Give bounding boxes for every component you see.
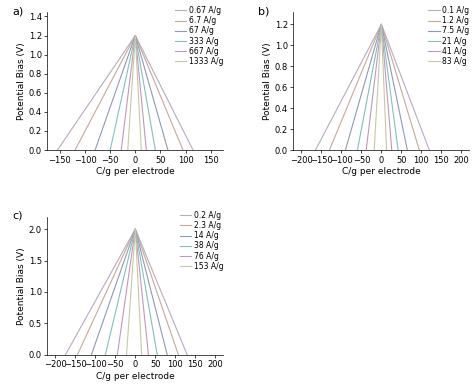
Line: 38 A/g: 38 A/g [105,229,157,355]
38 A/g [102,353,108,357]
14 A/g [164,353,170,357]
Y-axis label: Potential Bias (V): Potential Bias (V) [17,42,26,120]
38 A/g [155,353,160,357]
41 A/g [389,148,394,152]
41 A/g [364,148,369,152]
0.2 A/g [132,227,138,231]
6.7 A/g [132,33,138,38]
0.67 A/g [55,148,60,152]
21 A/g [379,22,384,27]
Line: 0.2 A/g: 0.2 A/g [65,229,187,355]
76 A/g [114,353,120,357]
67 A/g [132,33,138,38]
Legend: 0.2 A/g, 2.3 A/g, 14 A/g, 38 A/g, 76 A/g, 153 A/g: 0.2 A/g, 2.3 A/g, 14 A/g, 38 A/g, 76 A/g… [180,211,223,271]
41 A/g [379,22,384,27]
1.2 A/g [327,148,332,152]
7.5 A/g [343,148,348,152]
X-axis label: C/g per electrode: C/g per electrode [342,167,421,176]
2.3 A/g [175,353,181,357]
0.1 A/g [379,22,384,27]
X-axis label: C/g per electrode: C/g per electrode [96,167,174,176]
67 A/g [92,148,98,152]
1333 A/g [125,148,131,152]
Line: 1333 A/g: 1333 A/g [128,35,141,150]
Line: 1.2 A/g: 1.2 A/g [329,24,419,150]
38 A/g [132,227,138,231]
14 A/g [132,227,138,231]
1.2 A/g [417,148,422,152]
1333 A/g [138,148,144,152]
7.5 A/g [404,148,410,152]
153 A/g [124,353,129,357]
153 A/g [132,227,138,231]
83 A/g [384,148,390,152]
X-axis label: C/g per electrode: C/g per electrode [96,372,174,381]
Line: 76 A/g: 76 A/g [117,229,148,355]
0.67 A/g [132,33,138,38]
153 A/g [139,353,145,357]
1333 A/g [132,33,138,38]
6.7 A/g [72,148,78,152]
2.3 A/g [74,353,80,357]
Y-axis label: Potential Bias (V): Potential Bias (V) [17,247,26,324]
Legend: 0.67 A/g, 6.7 A/g, 67 A/g, 333 A/g, 667 A/g, 1333 A/g: 0.67 A/g, 6.7 A/g, 67 A/g, 333 A/g, 667 … [175,6,223,66]
Y-axis label: Potential Bias (V): Potential Bias (V) [263,42,272,120]
21 A/g [395,148,401,152]
Text: b): b) [258,6,270,16]
Line: 0.1 A/g: 0.1 A/g [316,24,429,150]
21 A/g [355,148,360,152]
333 A/g [153,148,158,152]
667 A/g [118,148,124,152]
333 A/g [132,33,138,38]
Line: 2.3 A/g: 2.3 A/g [77,229,178,355]
0.67 A/g [190,148,196,152]
Line: 83 A/g: 83 A/g [374,24,387,150]
Line: 7.5 A/g: 7.5 A/g [346,24,407,150]
Line: 41 A/g: 41 A/g [366,24,392,150]
2.3 A/g [132,227,138,231]
Text: c): c) [12,211,23,221]
Line: 14 A/g: 14 A/g [91,229,167,355]
Line: 6.7 A/g: 6.7 A/g [75,35,183,150]
0.1 A/g [427,148,432,152]
0.1 A/g [313,148,319,152]
Line: 667 A/g: 667 A/g [121,35,146,150]
Text: a): a) [12,6,24,16]
6.7 A/g [180,148,186,152]
Line: 153 A/g: 153 A/g [127,229,142,355]
83 A/g [379,22,384,27]
76 A/g [146,353,151,357]
76 A/g [132,227,138,231]
0.2 A/g [184,353,190,357]
14 A/g [89,353,94,357]
1.2 A/g [379,22,384,27]
667 A/g [132,33,138,38]
Line: 333 A/g: 333 A/g [110,35,155,150]
83 A/g [371,148,377,152]
7.5 A/g [379,22,384,27]
Legend: 0.1 A/g, 1.2 A/g, 7.5 A/g, 21 A/g, 41 A/g, 83 A/g: 0.1 A/g, 1.2 A/g, 7.5 A/g, 21 A/g, 41 A/… [428,6,469,66]
67 A/g [165,148,171,152]
0.2 A/g [63,353,68,357]
Line: 21 A/g: 21 A/g [357,24,398,150]
333 A/g [107,148,113,152]
Line: 0.67 A/g: 0.67 A/g [57,35,193,150]
667 A/g [144,148,149,152]
Line: 67 A/g: 67 A/g [95,35,168,150]
